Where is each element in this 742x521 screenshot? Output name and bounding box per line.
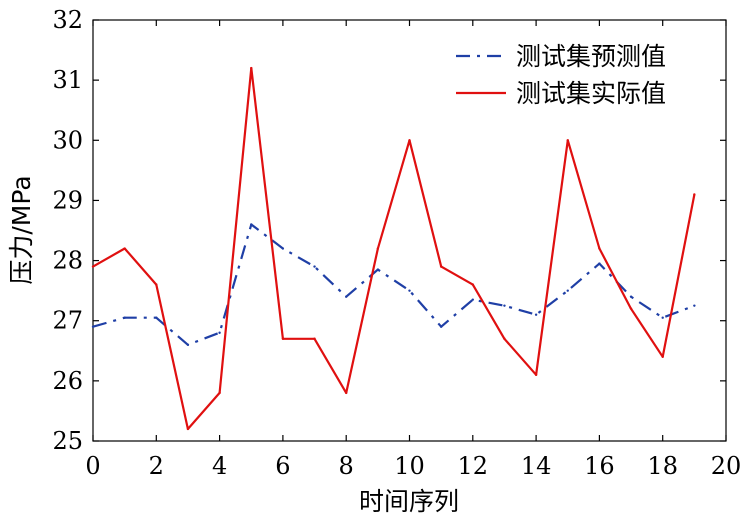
y-tick-label: 29 [52,186,83,214]
predicted-point [661,316,664,319]
x-tick-label: 18 [647,452,678,480]
y-tick-label: 26 [52,367,83,395]
actual-point [250,66,253,70]
series-line-predicted [92,223,695,346]
legend: 测试集预测值 测试集实际值 [456,42,666,108]
predicted-point [345,295,348,298]
x-tick-label: 4 [212,452,227,480]
actual-point [281,337,285,340]
predicted-point [155,316,158,319]
y-tick-label: 25 [52,427,83,455]
x-tick-label: 12 [458,452,489,480]
actual-point [313,337,316,340]
actual-point [345,391,348,395]
y-tick-label: 30 [52,126,83,154]
predicted-point [503,304,506,307]
x-tick-label: 14 [521,452,552,480]
predicted-point [313,265,316,268]
predicted-point [534,313,538,316]
predicted-point [376,268,380,271]
predicted-point [281,247,285,250]
actual-point [408,139,411,142]
predicted-point [408,289,411,292]
predicted-point [629,295,633,298]
series-line-actual [92,66,696,431]
series-layer [91,66,696,431]
actual-point [186,427,190,431]
actual-point [91,265,95,268]
predicted-point [693,304,696,307]
predicted-point [218,331,221,334]
predicted-point [598,262,601,265]
legend-label-predicted: 测试集预测值 [516,42,666,71]
actual-point [598,247,601,250]
actual-point [661,355,664,358]
actual-point [629,307,633,310]
predicted-point [566,289,569,292]
x-tick-label: 20 [711,452,742,480]
y-axis: 25 26 27 28 29 30 31 32 [52,6,726,455]
x-tick-label: 16 [584,452,615,480]
actual-point [439,265,443,268]
y-tick-label: 28 [52,247,83,275]
actual-point [376,247,380,250]
actual-point [503,337,506,340]
x-tick-label: 8 [339,452,354,480]
x-axis-title: 时间序列 [359,487,459,516]
actual-point [566,139,569,142]
y-tick-label: 32 [52,6,83,34]
y-tick-label: 27 [52,307,83,335]
y-tick-label: 31 [52,66,83,94]
legend-label-actual: 测试集实际值 [516,79,666,108]
y-axis-title: 压力/MPa [7,175,36,284]
x-tick-label: 6 [275,452,290,480]
predicted-point [471,298,474,301]
x-tick-label: 2 [149,452,164,480]
x-axis: 0 2 4 6 8 10 12 14 16 18 20 [85,20,741,480]
predicted-point [91,325,95,328]
predicted-point [186,343,190,346]
actual-point [155,283,158,286]
actual-point [218,391,221,395]
actual-point [471,283,474,286]
predicted-point [439,325,443,328]
predicted-point [250,223,253,226]
actual-point [123,247,126,250]
actual-point [693,193,696,196]
actual-point [534,373,538,377]
predicted-point [123,316,126,319]
x-tick-label: 0 [85,452,100,480]
x-tick-label: 10 [394,452,425,480]
